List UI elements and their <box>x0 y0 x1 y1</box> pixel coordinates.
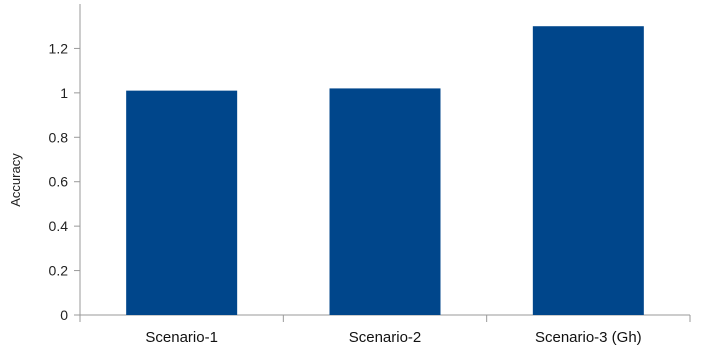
x-category-label: Scenario-1 <box>145 329 218 345</box>
y-tick-label: 1 <box>60 85 68 101</box>
y-axis-ticks: 0 0.2 0.4 0.6 0.8 1 1.2 <box>49 40 80 323</box>
y-axis-title: Accuracy <box>8 153 23 207</box>
y-tick-label: 0.8 <box>49 129 69 145</box>
bar-3 <box>532 26 644 315</box>
y-tick-label: 0.4 <box>49 218 69 234</box>
y-tick-label: 0.2 <box>49 263 69 279</box>
y-tick-label: 1.2 <box>49 40 69 56</box>
x-category-label: Scenario-2 <box>349 329 422 345</box>
y-tick-label: 0.6 <box>49 174 69 190</box>
bar-2 <box>329 88 441 316</box>
x-axis-labels: Scenario-1 Scenario-2 Scenario-3 (Gh) <box>145 329 641 345</box>
y-tick-label: 0 <box>60 307 68 323</box>
x-category-label: Scenario-3 (Gh) <box>535 329 642 345</box>
bar-1 <box>126 90 238 315</box>
bars <box>126 26 644 316</box>
